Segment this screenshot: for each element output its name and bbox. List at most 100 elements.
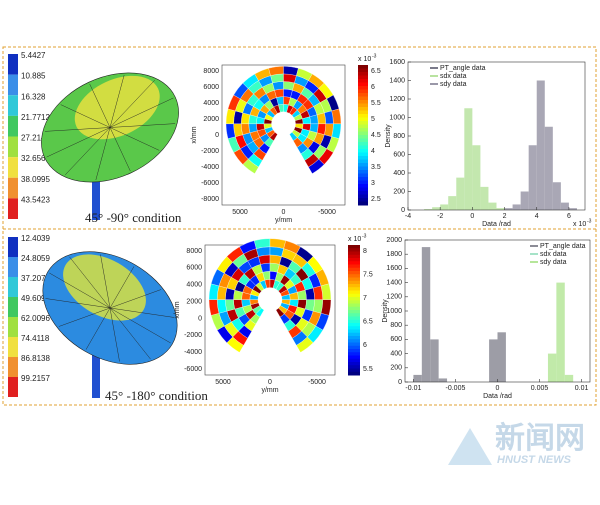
legend-label: 32.6568 — [21, 154, 50, 163]
colorbar-step — [358, 100, 368, 104]
colorbar-step — [348, 271, 360, 275]
colorbar-step — [358, 124, 368, 129]
pole — [92, 333, 100, 398]
heatmap-cell — [272, 81, 284, 91]
colorbar-step — [358, 72, 368, 76]
colorbar-step — [358, 156, 368, 160]
legend-label: 99.2157 — [21, 374, 50, 383]
dish-rib — [45, 298, 111, 309]
legend-swatch — [8, 297, 18, 317]
dish-rib — [46, 127, 111, 158]
colorbar-step — [358, 75, 368, 80]
legend-label: 16.328 — [21, 92, 46, 101]
x-axis-label: Data /rad — [482, 221, 511, 228]
heatmap-x-label: y/mm — [275, 217, 292, 224]
y-tick-label: 1200 — [386, 294, 402, 301]
colorbar-tick: 7.5 — [363, 271, 373, 278]
colorbar-base: x 10 — [358, 56, 371, 63]
dish-rib — [85, 307, 111, 350]
colorbar-step — [358, 152, 368, 157]
colorbar-step — [358, 128, 368, 132]
legend-swatch — [8, 115, 18, 137]
colorbar-step — [348, 332, 360, 337]
colorbar-step — [348, 358, 360, 363]
colorbar-tick: 4 — [371, 148, 375, 155]
colorbar-base: x 10 — [348, 236, 361, 243]
legend-label: 49.6098 — [21, 294, 50, 303]
heatmap-x-tick: 0 — [268, 379, 272, 386]
colorbar-tick: 6.5 — [363, 319, 373, 326]
colorbar-tick: 5.5 — [371, 100, 381, 107]
colorbar-tick: 5 — [371, 116, 375, 123]
heatmap-y-tick: 4000 — [203, 100, 219, 107]
colorbar-step — [348, 371, 360, 376]
hist-bar — [536, 80, 545, 210]
y-tick-label: 200 — [390, 365, 402, 372]
colorbar-step — [348, 264, 360, 269]
dish-rib — [89, 83, 111, 128]
y-tick-label: 400 — [390, 350, 402, 357]
legend-entry: PT_angle data — [440, 65, 486, 72]
colorbar-step — [358, 117, 368, 122]
y-axis-label: Density — [385, 124, 392, 148]
dish-rib — [100, 254, 111, 309]
colorbar-step — [358, 201, 368, 206]
colorbar-step — [348, 365, 360, 369]
colorbar-step — [348, 310, 360, 314]
colorbar-step — [358, 93, 368, 97]
colorbar-step — [358, 170, 368, 174]
frame — [2, 46, 597, 406]
dish-rib — [95, 127, 111, 181]
colorbar-step — [348, 313, 360, 317]
colorbar-step — [358, 135, 368, 139]
colorbar-exp: -3 — [372, 53, 377, 59]
colorbar-step — [358, 138, 368, 143]
legend-entry: sdx data — [540, 251, 567, 258]
heatmap-y-tick: 8000 — [203, 68, 219, 75]
legend-label: 27.214 — [21, 134, 46, 143]
hist-bar — [489, 339, 498, 382]
heatmap-y-tick: -2000 — [201, 148, 219, 155]
pole — [92, 152, 100, 220]
hist-bar — [528, 145, 537, 210]
heatmap-x-label: y/mm — [261, 387, 278, 394]
x-axis-label: Data /rad — [483, 393, 512, 400]
colorbar-step — [348, 303, 360, 308]
y-tick-label: 1200 — [389, 96, 405, 103]
colorbar-step — [358, 180, 368, 185]
hist-bar — [472, 145, 481, 210]
dish-rib — [58, 307, 111, 327]
heatmap-y-tick: -4000 — [184, 349, 202, 356]
hist-bar — [464, 108, 473, 210]
caption: 45° -90° condition — [85, 210, 182, 225]
colorbar-step — [348, 297, 360, 301]
y-tick-label: 1400 — [386, 279, 402, 286]
colorbar-step — [348, 284, 360, 288]
colorbar-step — [348, 342, 360, 347]
heatmap-y-tick: 8000 — [186, 248, 202, 255]
legend-label: 86.8138 — [21, 354, 50, 363]
x-tick-label: -4 — [405, 213, 411, 220]
heatmap-cell — [308, 158, 325, 174]
hist-bar — [544, 126, 553, 210]
colorbar-step — [358, 145, 368, 150]
hist-bar — [413, 374, 422, 382]
colorbar-tick: 6 — [363, 342, 367, 349]
legend-label: 37.2078 — [21, 274, 50, 283]
colorbar-step — [348, 306, 360, 311]
colorbar-step — [348, 319, 360, 324]
heatmap-x-tick: 0 — [282, 209, 286, 216]
dish-rib — [65, 127, 111, 176]
legend-label: 21.7712 — [21, 113, 50, 122]
y-tick-label: 1000 — [389, 114, 405, 121]
heatmap-y-tick: -4000 — [201, 164, 219, 171]
dish-rib — [109, 127, 160, 151]
legend-swatch — [8, 237, 18, 257]
colorbar-tick: 8 — [363, 248, 367, 255]
hist-bar — [448, 196, 457, 210]
heatmap-y-tick: 4000 — [186, 282, 202, 289]
dish-rib — [109, 79, 155, 128]
dish-rib — [60, 104, 111, 128]
x-exp-base: x 10 — [573, 221, 586, 228]
colorbar-tick: 5.5 — [363, 366, 373, 373]
